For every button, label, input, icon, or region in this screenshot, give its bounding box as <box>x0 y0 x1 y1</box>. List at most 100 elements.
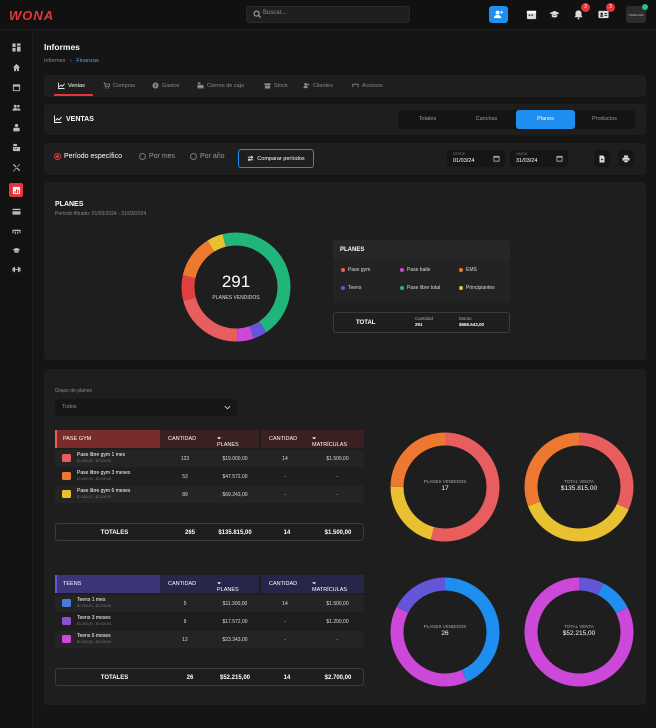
planes-total-label: PLANES VENDIDOS <box>212 295 260 301</box>
groups-panel: Grupo de planes Todos PASE GYM CANTIDAD … <box>44 369 646 705</box>
classes-button[interactable] <box>545 6 564 23</box>
donut-value: 26 <box>441 630 449 637</box>
table-row[interactable]: Pase libre gym 1 mes $1.500,00 - $2.200,… <box>55 450 364 467</box>
tab-label: Accesos <box>362 82 383 89</box>
plan-price-range: $1.500,00 - $2.200,00 <box>77 459 112 463</box>
legend-label: Principiantes <box>466 285 495 291</box>
legend-swatch <box>341 268 345 272</box>
sidebar-item-access[interactable] <box>9 224 23 238</box>
sidebar-item-staff[interactable] <box>9 120 23 134</box>
app-logo[interactable]: WONA <box>9 8 55 23</box>
group-header-teens: TEENS <box>55 575 160 593</box>
sidebar-item-pos[interactable] <box>9 140 23 154</box>
radio-label: Período específico <box>64 153 122 160</box>
legend-item-teens: Teens <box>341 285 361 291</box>
radio-por-mes[interactable]: Por mes <box>139 153 175 160</box>
breadcrumb-root[interactable]: Informes <box>44 58 66 64</box>
search-input[interactable]: Buscar... <box>246 6 410 23</box>
plan-icon <box>62 617 71 625</box>
avatar[interactable]: NAMALIFE <box>626 4 648 23</box>
table-row[interactable]: Pase libre gym 6 meses $1.500,00 - $2.20… <box>55 486 364 503</box>
segment-productos[interactable]: Productos <box>592 116 617 122</box>
teens-venta-donut <box>524 577 634 687</box>
contacts-button[interactable]: 3 <box>594 3 615 23</box>
swap-icon <box>248 155 254 162</box>
table-row[interactable]: Pase libre gym 3 meses $1.500,00 - $2.20… <box>55 468 364 485</box>
sidebar-item-reports[interactable] <box>9 183 23 197</box>
graduation-cap-icon <box>11 247 21 253</box>
group-select[interactable]: Todos <box>55 399 237 416</box>
cell-cantidad: 5 <box>183 601 187 607</box>
compare-periods-button[interactable]: Comparar períodos <box>238 149 314 168</box>
calendar-icon <box>12 83 20 91</box>
segment-control: Totales Canchas Planes Productos <box>398 110 635 129</box>
totals-cantidad: 265 <box>184 530 195 536</box>
sidebar-item-dashboard[interactable] <box>9 40 23 54</box>
totals-cantidad-2: 14 <box>283 530 291 536</box>
plan-name: Teens 3 meses <box>77 615 111 621</box>
tab-compras[interactable]: Compras <box>103 82 135 89</box>
cell-planes: $11.300,00 <box>222 601 248 607</box>
add-user-icon <box>493 10 504 19</box>
tab-ventas[interactable]: Ventas <box>58 82 85 89</box>
radio-dot <box>190 153 197 160</box>
radio-por-ano[interactable]: Por año <box>190 153 225 160</box>
add-user-button[interactable] <box>489 6 508 23</box>
sidebar-item-classes[interactable] <box>9 243 23 257</box>
cell-cantidad: 12 <box>182 637 188 643</box>
legend-label: Pase baile <box>407 267 431 273</box>
total-label: TOTAL <box>356 320 376 326</box>
sidebar-item-users[interactable] <box>9 100 23 114</box>
sidebar-item-home[interactable] <box>9 60 23 74</box>
tab-cierres-de-caja[interactable]: Cierres de caja <box>197 82 244 89</box>
sidebar-item-tools[interactable] <box>9 160 23 174</box>
cart-icon <box>103 82 110 89</box>
tab-accesos[interactable]: Accesos <box>352 82 383 89</box>
col-matriculas[interactable]: MATRÍCULAS ⏷ <box>312 436 348 448</box>
col-planes[interactable]: PLANES ⏷ <box>217 436 239 448</box>
date-to-label: HASTA <box>516 152 528 156</box>
sidebar-item-payments[interactable] <box>9 204 23 218</box>
plan-price-range: $1.200,00 - $2.000,00 <box>77 640 112 644</box>
plan-name: Teens 1 mes <box>77 597 106 603</box>
sidebar-item-gym[interactable] <box>9 262 23 276</box>
segment-planes[interactable]: Planes <box>516 110 575 129</box>
users-icon <box>303 82 310 89</box>
plan-name: Teens 6 meses <box>77 633 111 639</box>
sidebar-item-calendar[interactable] <box>9 80 23 94</box>
donut-slice <box>181 232 291 342</box>
date-from-value: 01/03/24 <box>453 158 475 164</box>
teens-planes-donut <box>390 577 500 687</box>
notification-badge: 3 <box>581 3 590 12</box>
tab-gastos[interactable]: $ Gastos <box>152 82 179 89</box>
radio-periodo-especifico[interactable]: Período específico <box>54 153 122 160</box>
notifications-button[interactable]: 3 <box>569 3 590 23</box>
pase-gym-table: PASE GYM CANTIDAD PLANES ⏷ CANTIDAD MATR… <box>55 430 364 550</box>
group-name: TEENS <box>63 581 82 587</box>
segment-totales[interactable]: Totales <box>418 116 437 122</box>
tab-label: Clientes <box>313 82 333 89</box>
graduation-cap-icon <box>549 10 560 18</box>
col-matriculas[interactable]: MATRÍCULAS ⏷ <box>312 581 348 593</box>
export-button[interactable] <box>594 150 610 167</box>
legend-body <box>333 260 510 303</box>
date-to-input[interactable]: HASTA 31/03/24 <box>510 150 568 167</box>
print-button[interactable] <box>618 150 634 167</box>
tab-clientes[interactable]: Clientes <box>303 82 333 89</box>
segment-canchas[interactable]: Canchas <box>475 116 498 122</box>
table-row[interactable]: Teens 3 meses $1.200,00 - $2.000,00 9 $1… <box>55 613 364 630</box>
planes-title: PLANES <box>55 201 84 208</box>
calendar-button[interactable] <box>522 6 541 23</box>
total-cantidad-label: Cantidad <box>415 316 434 321</box>
legend-item-principiantes: Principiantes <box>459 285 495 291</box>
col-planes[interactable]: PLANES ⏷ <box>217 581 239 593</box>
table-row[interactable]: Teens 1 mes $1.200,00 - $2.000,00 5 $11.… <box>55 595 364 612</box>
staff-icon <box>12 123 20 131</box>
file-export-icon <box>599 155 605 162</box>
donut-slice <box>181 232 291 342</box>
report-tabs: Ventas Compras $ Gastos Cierres de caja S… <box>44 75 646 97</box>
tab-stock[interactable]: Stock <box>264 82 288 89</box>
date-from-input[interactable]: DESDE 01/03/24 <box>447 150 505 167</box>
table-row[interactable]: Teens 6 meses $1.200,00 - $2.000,00 12 $… <box>55 631 364 648</box>
total-cantidad: Cantidad 291 <box>415 316 433 328</box>
